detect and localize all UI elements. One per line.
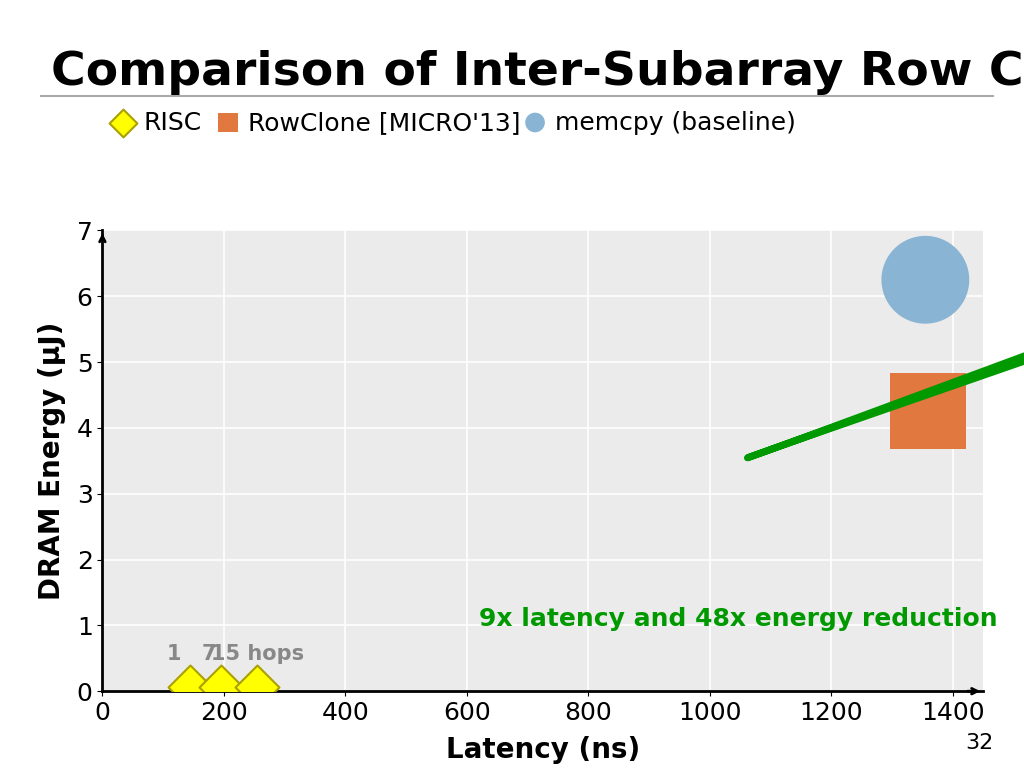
X-axis label: Latency (ns): Latency (ns) bbox=[445, 736, 640, 764]
Point bbox=[690, 0, 707, 6]
Point bbox=[383, 0, 399, 6]
Point bbox=[918, 273, 934, 286]
Y-axis label: DRAM Energy (μJ): DRAM Energy (μJ) bbox=[38, 322, 66, 600]
Point bbox=[213, 680, 229, 693]
Point bbox=[249, 680, 265, 693]
Text: 32: 32 bbox=[965, 733, 993, 753]
Text: RowClone [MICRO'13]: RowClone [MICRO'13] bbox=[248, 111, 520, 135]
Point bbox=[921, 406, 937, 418]
Point bbox=[182, 680, 199, 693]
Text: RISC: RISC bbox=[143, 111, 202, 135]
Text: memcpy (baseline): memcpy (baseline) bbox=[555, 111, 796, 135]
Text: 15 hops: 15 hops bbox=[211, 644, 304, 664]
Text: 1: 1 bbox=[167, 644, 181, 664]
Text: Comparison of Inter-Subarray Row Copying: Comparison of Inter-Subarray Row Copying bbox=[51, 50, 1024, 95]
Text: 9x latency and 48x energy reduction: 9x latency and 48x energy reduction bbox=[479, 607, 997, 631]
Text: 7: 7 bbox=[202, 644, 216, 664]
